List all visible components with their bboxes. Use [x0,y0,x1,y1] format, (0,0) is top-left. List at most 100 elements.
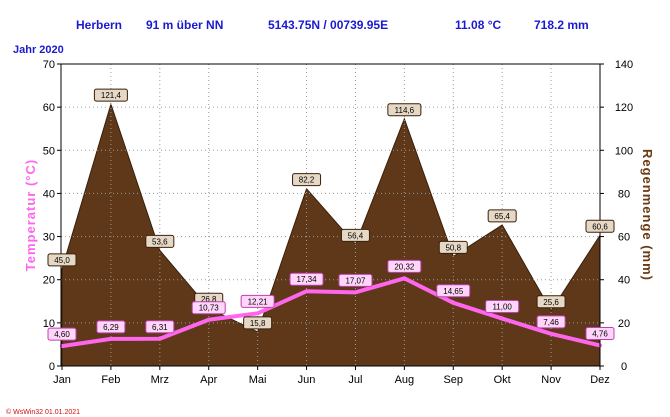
rain-data-label: 53,6 [145,234,175,248]
temperature-data-label: 4,60 [47,327,77,341]
rain-label-text: 121,4 [101,91,122,100]
temperature-label-text: 4,60 [54,330,70,339]
right-tick-label: 60 [618,232,630,244]
temperature-label-text: 14,65 [443,287,464,296]
rain-label-text: 50,8 [445,243,461,252]
x-tick-label: Mrz [151,374,169,386]
temperature-label-box [47,327,77,341]
temperature-label-box [145,320,175,334]
temperature-label-box [289,272,324,286]
rain-label-text: 56,4 [348,231,364,240]
left-axis-title: Temperatur (°C) [23,159,38,271]
temperature-label-text: 17,34 [297,275,318,284]
x-tick-label: Feb [101,374,120,386]
temperature-data-label: 12,21 [240,294,275,308]
rain-data-label: 56,4 [340,228,370,242]
temperature-data-label: 10,73 [191,301,226,315]
rain-label-text: 60,6 [592,222,608,231]
rain-label-text: 45,0 [54,256,70,265]
temperature-label-text: 10,73 [199,304,220,313]
left-tick-label: 0 [49,361,55,373]
temperature-label-box [191,301,226,315]
x-tick-label: Jun [298,374,316,386]
left-tick-label: 60 [43,102,55,114]
rain-label-text: 53,6 [152,237,168,246]
x-tick-label: Jul [348,374,362,386]
temperature-line [60,276,602,349]
temperature-label-text: 6,29 [103,323,119,332]
rain-label-text: 114,6 [395,106,415,115]
right-tick-label: 0 [621,361,627,373]
right-tick-label: 40 [618,275,630,287]
temperature-label-box [536,315,566,329]
rain-label-box [47,253,77,267]
rain-data-label: 121,4 [93,88,128,102]
x-tick-label: Mai [249,374,267,386]
temperature-data-label: 6,29 [96,320,126,334]
temperature-data-label: 4,76 [585,326,615,340]
station-name: Herbern [76,18,122,32]
rain-label-text: 25,6 [543,298,559,307]
rain-area [61,102,600,366]
rain-data-label: 114,6 [387,103,422,117]
rain-label-box [438,240,468,254]
rain-data-label: 82,2 [292,173,322,187]
temperature-label-text: 4,76 [592,329,608,338]
station-coordinates: 5143.75N / 00739.95E [268,18,388,32]
rain-label-box [93,88,128,102]
right-tick-label: 100 [615,145,633,157]
right-tick-label: 20 [618,318,630,330]
temperature-data-label: 20,32 [387,259,422,273]
axes-layer: 0 10 20 30 40 50 60 70 0 20 40 60 80 100 120 140 Jan Feb M… [43,59,633,386]
temperature-data-label: 17,07 [338,273,373,287]
rain-label-box [487,209,517,223]
x-tick-label: Aug [395,374,415,386]
left-tick-label: 70 [43,59,55,71]
rain-label-box [145,234,175,248]
temperature-label-box [436,284,471,298]
rain-label-text: 65,4 [494,212,510,221]
temperature-data-label: 17,34 [289,272,324,286]
right-tick-label: 80 [618,188,630,200]
rain-data-label: 45,0 [47,253,77,267]
x-tick-label: Okt [494,374,511,386]
temperature-label-text: 20,32 [394,262,415,271]
temperature-label-box [485,300,520,314]
left-tick-label: 10 [43,318,55,330]
rain-data-label: 15,8 [243,316,273,330]
temperature-label-box [387,259,422,273]
rain-label-box [292,173,322,187]
right-tick-label: 140 [615,59,633,71]
rain-label-box [387,103,422,117]
x-tick-label: Apr [200,374,217,386]
total-rainfall: 718.2 mm [534,18,589,32]
right-tick-label: 120 [615,102,633,114]
temperature-data-label: 6,31 [145,320,175,334]
mean-temperature: 11.08 °C [455,18,502,32]
left-tick-label: 20 [43,275,55,287]
temperature-label-text: 17,07 [345,276,366,285]
x-tick-label: Dez [590,374,610,386]
data-label-layer: 45,0 121,4 53,6 26,8 15,8 82,2 56,4 114,6 50,8 65… [47,88,615,341]
rain-data-label: 60,6 [585,219,615,233]
rain-data-label: 25,6 [536,295,566,309]
left-tick-label: 50 [43,145,55,157]
rain-area-layer [61,102,600,366]
temperature-label-box [240,294,275,308]
year-label: Jahr 2020 [13,44,64,56]
rain-label-text: 26,8 [201,295,217,304]
temperature-label-box [585,326,615,340]
right-axis-title: Regenmenge (mm) [640,149,655,281]
x-tick-label: Nov [541,374,561,386]
rain-label-text: 82,2 [299,176,315,185]
left-tick-label: 30 [43,232,55,244]
temperature-data-label: 11,00 [485,300,520,314]
rain-label-text: 15,8 [250,319,266,328]
rain-data-label: 50,8 [438,240,468,254]
temperature-label-box [96,320,126,334]
left-tick-label: 40 [43,188,55,200]
x-tick-label: Jan [53,374,71,386]
rain-data-label: 65,4 [487,209,517,223]
temperature-label-text: 11,00 [492,303,512,312]
